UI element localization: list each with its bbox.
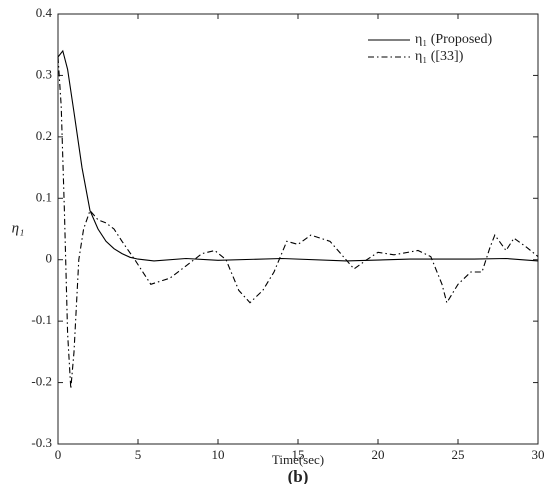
series-line — [57, 49, 539, 262]
x-tick-label: 20 — [372, 447, 385, 462]
y-tick-label: -0.1 — [31, 312, 52, 327]
y-tick-label: -0.2 — [31, 374, 52, 389]
legend-label: η₁ ([33]) — [415, 49, 464, 64]
y-tick-label: 0 — [46, 251, 53, 266]
y-tick-label: -0.3 — [31, 435, 52, 450]
x-tick-label: 15 — [292, 447, 305, 462]
x-axis-label: Time(sec) — [272, 452, 324, 467]
y-axis-label: η₁ — [12, 220, 25, 236]
y-tick-label: 0.2 — [36, 128, 52, 143]
plot-frame — [57, 13, 539, 445]
y-tick-label: 0.3 — [36, 66, 52, 81]
series-line — [57, 56, 539, 389]
y-tick-label: 0.1 — [36, 189, 52, 204]
x-tick-label: 5 — [135, 447, 142, 462]
x-tick-label: 25 — [452, 447, 465, 462]
caption: (b) — [288, 467, 309, 484]
x-tick-label: 0 — [55, 447, 62, 462]
y-tick-label: 0.4 — [36, 5, 53, 20]
x-tick-label: 10 — [212, 447, 225, 462]
x-tick-label: 30 — [532, 447, 545, 462]
legend-label: η₁ (Proposed) — [415, 32, 492, 47]
